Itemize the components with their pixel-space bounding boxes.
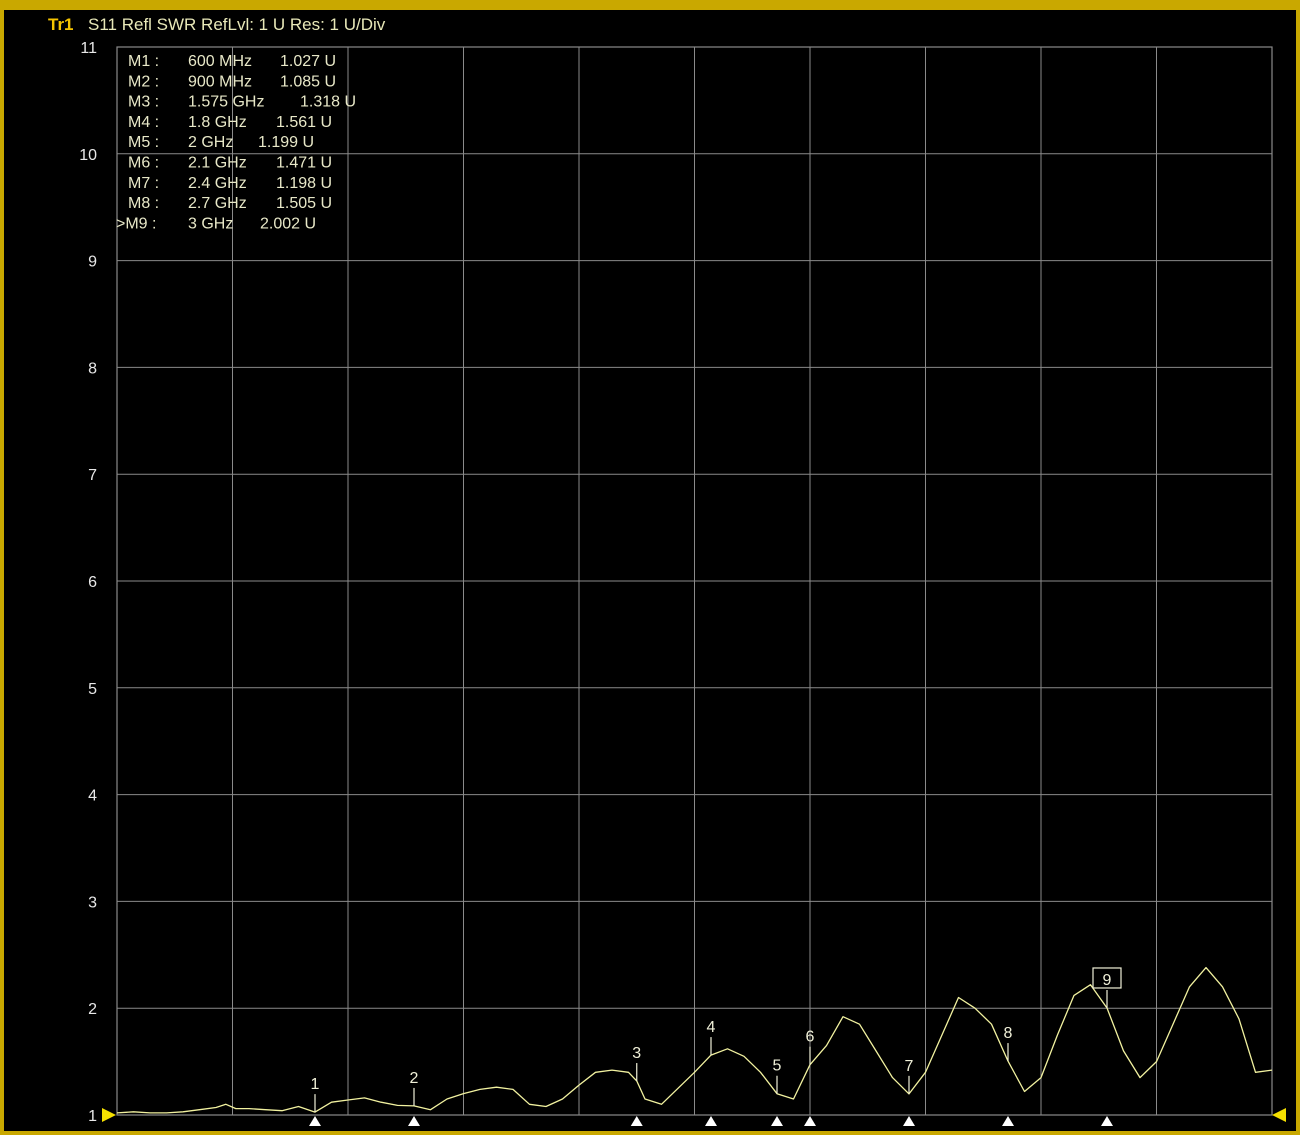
marker-value: 1.198 U <box>276 175 332 192</box>
marker-frequency: 2.1 GHz <box>188 155 247 172</box>
marker-frequency: 2.7 GHz <box>188 195 247 212</box>
marker-number: 3 <box>632 1045 641 1062</box>
marker-value: 1.027 U <box>280 53 336 70</box>
trace-id[interactable]: Tr1 <box>48 15 74 34</box>
reference-arrows <box>102 1108 1286 1122</box>
display-background <box>4 10 1296 1131</box>
marker-frequency: 2 GHz <box>188 134 233 151</box>
marker-label: M2 : <box>128 73 159 90</box>
marker-triangle-icon <box>408 1116 420 1126</box>
marker-number: 2 <box>410 1070 419 1087</box>
marker-number: 8 <box>1004 1025 1013 1042</box>
marker-frequency: 600 MHz <box>188 53 252 70</box>
marker-value: 1.471 U <box>276 155 332 172</box>
marker-label: >M9 : <box>116 215 156 232</box>
marker-table: M1 : 600 MHz 1.027 U M2 : 900 MHz 1.085 U M3 :… <box>116 53 356 232</box>
y-tick-label: 4 <box>88 788 97 805</box>
y-tick-label: 11 <box>80 40 97 57</box>
trace-description: S11 Refl SWR RefLvl: 1 U Res: 1 U/Div <box>88 15 386 34</box>
marker-number: 9 <box>1103 972 1112 989</box>
marker-label: M7 : <box>128 175 159 192</box>
grid <box>116 46 1273 1116</box>
y-tick-label: 10 <box>79 147 97 164</box>
marker-points: 1 2 3 4 5 6 7 8 9 <box>309 967 1122 1126</box>
y-tick-label: 2 <box>88 1001 97 1018</box>
y-tick-label: 9 <box>88 254 97 271</box>
marker-triangle-icon <box>1002 1116 1014 1126</box>
marker-value: 2.002 U <box>260 215 316 232</box>
marker-value: 1.085 U <box>280 73 336 90</box>
marker-value: 1.505 U <box>276 195 332 212</box>
marker-triangle-icon <box>705 1116 717 1126</box>
marker-triangle-icon <box>309 1116 321 1126</box>
y-axis-ticks: 1 2 3 4 5 6 7 8 9 10 11 <box>79 40 97 1125</box>
trace-layer <box>116 966 1273 1114</box>
marker-value: 1.318 U <box>300 94 356 111</box>
y-tick-label: 8 <box>88 360 97 377</box>
marker-label: M4 : <box>128 114 159 131</box>
y-tick-label: 1 <box>88 1108 97 1125</box>
marker-label: M3 : <box>128 94 159 111</box>
marker-label: M8 : <box>128 195 159 212</box>
marker-number: 6 <box>806 1029 815 1046</box>
reference-arrow-right-icon <box>1272 1108 1286 1122</box>
marker-number: 1 <box>311 1076 320 1093</box>
marker-triangle-icon <box>804 1116 816 1126</box>
reference-arrow-left-icon <box>102 1108 116 1122</box>
marker-label: M5 : <box>128 134 159 151</box>
y-tick-label: 5 <box>88 681 97 698</box>
marker-triangle-icon <box>771 1116 783 1126</box>
marker-frequency: 900 MHz <box>188 73 252 90</box>
trace-line <box>116 966 1273 1114</box>
marker-value: 1.561 U <box>276 114 332 131</box>
active-marker-box <box>1092 967 1122 989</box>
y-tick-label: 6 <box>88 574 97 591</box>
marker-number: 4 <box>707 1019 716 1036</box>
marker-triangle-icon <box>1101 1116 1113 1126</box>
marker-triangle-icon <box>630 1116 643 1126</box>
y-tick-label: 7 <box>88 467 97 484</box>
marker-label: M6 : <box>128 155 159 172</box>
marker-triangle-icon <box>903 1116 915 1126</box>
y-tick-label: 3 <box>88 894 97 911</box>
marker-frequency: 2.4 GHz <box>188 175 247 192</box>
marker-number: 7 <box>905 1058 914 1075</box>
marker-frequency: 3 GHz <box>188 215 233 232</box>
marker-number: 5 <box>773 1058 782 1075</box>
marker-value: 1.199 U <box>258 134 314 151</box>
marker-frequency: 1.8 GHz <box>188 114 247 131</box>
marker-frequency: 1.575 GHz <box>188 94 264 111</box>
marker-label: M1 : <box>128 53 159 70</box>
